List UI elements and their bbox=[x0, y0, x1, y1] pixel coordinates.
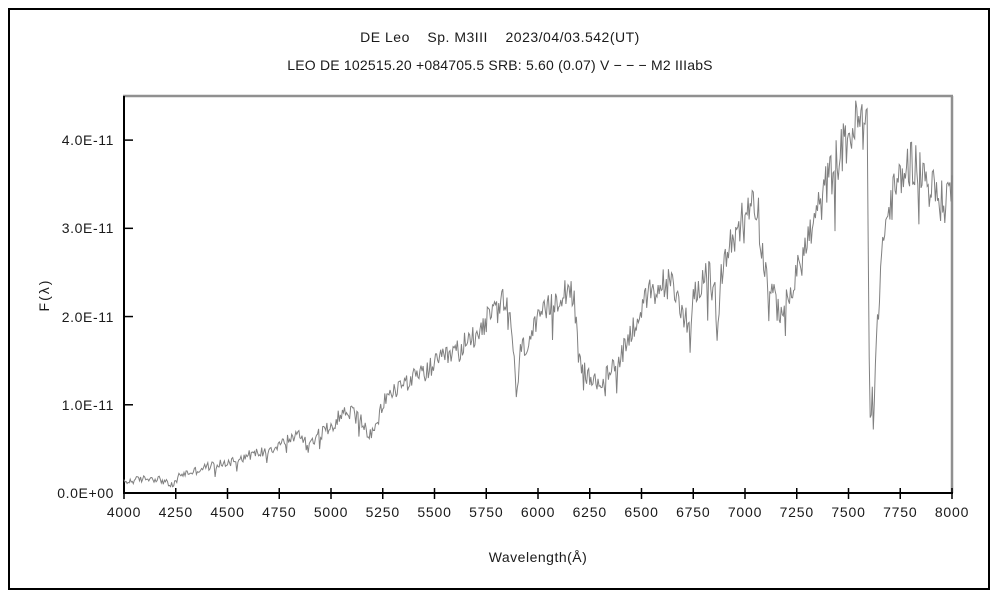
y-tick-label: 4.0E-11 bbox=[61, 132, 114, 149]
x-tick-label: 5500 bbox=[417, 504, 452, 520]
y-tick-label: 3.0E-11 bbox=[61, 220, 114, 237]
x-tick-label: 7500 bbox=[831, 504, 866, 520]
x-axis-title: Wavelength(Å) bbox=[488, 549, 588, 565]
spectrum-line bbox=[123, 100, 953, 488]
y-tick-label: 2.0E-11 bbox=[61, 308, 114, 325]
y-tick-label: 0.0E+00 bbox=[57, 485, 114, 501]
x-tick-label: 4500 bbox=[210, 504, 245, 520]
x-tick-label: 5750 bbox=[469, 504, 504, 520]
x-tick-label: 4750 bbox=[262, 504, 297, 520]
y-axis-title: F(λ) bbox=[36, 278, 52, 312]
y-tick-label: 1.0E-11 bbox=[61, 396, 114, 413]
x-tick-label: 6250 bbox=[572, 504, 607, 520]
x-tick-label: 6000 bbox=[520, 504, 556, 520]
x-tick-label: 6500 bbox=[624, 504, 659, 520]
x-tick-label: 5000 bbox=[313, 504, 349, 520]
x-tick-label: 7250 bbox=[779, 504, 814, 520]
x-tick-label: 4000 bbox=[106, 504, 142, 520]
x-tick-label: 4250 bbox=[158, 504, 193, 520]
x-tick-label: 7750 bbox=[883, 504, 918, 520]
x-tick-label: 7000 bbox=[727, 504, 763, 520]
x-tick-label: 5250 bbox=[365, 504, 400, 520]
x-tick-label: 8000 bbox=[934, 504, 970, 520]
chart-title: DE Leo Sp. M3III 2023/04/03.542(UT) bbox=[360, 29, 640, 45]
x-tick-label: 6750 bbox=[676, 504, 711, 520]
chart-subtitle: LEO DE 102515.20 +084705.5 SRB: 5.60 (0.… bbox=[287, 57, 713, 73]
